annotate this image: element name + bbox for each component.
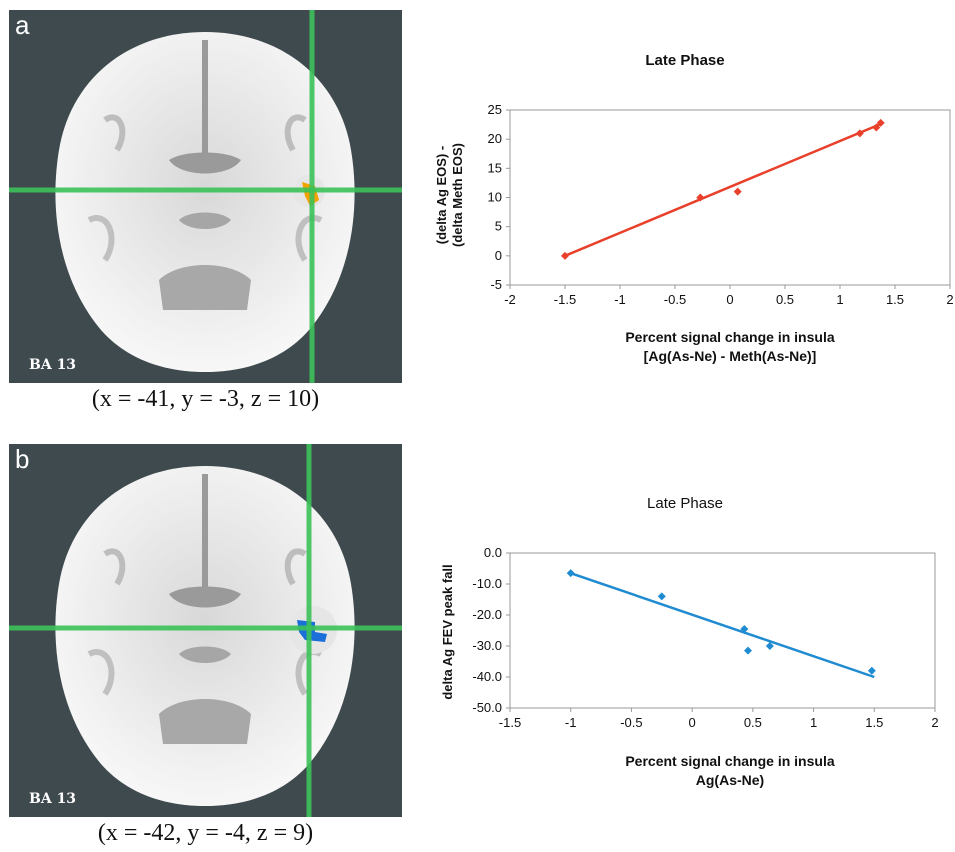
chart-b-data-point [867,666,876,675]
chart-b-xlabel-line1: Percent signal change in insula [625,753,835,769]
chart-a-xtick-label: 1 [836,292,843,307]
chart-a-ytick-label: -5 [490,277,502,292]
region-label-a: BA 13 [29,357,77,373]
chart-a-data-point [855,129,864,138]
chart-b-xtick-label: -1.5 [499,715,521,730]
chart-a-xtick-label: -0.5 [664,292,686,307]
chart-a-ylabel: (delta Ag EOS) - (delta Meth EOS) [434,95,466,295]
chart-a-title: Late Phase [645,52,725,69]
chart-b-ylabel: delta Ag FEV peak fall [440,532,456,732]
chart-b-data-point [740,624,749,633]
chart-b-ylabel-line1: delta Ag FEV peak fall [440,564,455,700]
chart-a-xlabel: Percent signal change in insula [Ag(As-N… [510,328,950,366]
chart-a-xtick-label: -2 [504,292,516,307]
chart-a-plot-frame [509,109,951,286]
chart-b-data-point [566,569,575,578]
chart-b-ytick-label: -50.0 [472,700,502,715]
chart-b-xtick-label: 1 [810,715,817,730]
chart-a-ytick-label: 0 [495,248,502,263]
chart-a-data-point [872,123,881,132]
chart-b-data-point [765,642,774,650]
chart-b-xtick-label: 0 [689,715,696,730]
chart-a-xtick-label: 0 [726,292,733,307]
chart-a-xtick-label: 2 [946,292,953,307]
chart-b-data-point [744,646,752,655]
chart-b-ytick-label: -30.0 [472,638,502,653]
brain-slice-b [9,444,402,817]
chart-a-xtick-label: 1.5 [886,292,904,307]
chart-b-xlabel-line2: Ag(As-Ne) [695,772,765,788]
chart-a-data-point [696,193,705,202]
chart-b-trendline [570,571,875,679]
brain-slice-a [9,10,402,383]
chart-b-xtick-label: 0.5 [744,715,762,730]
chart-b-xtick-label: 1.5 [865,715,883,730]
chart-a-data-point [561,251,569,260]
chart-b-data-point [657,592,666,601]
chart-a-data-point [733,187,742,196]
chart-a-ytick-label: 15 [488,160,502,175]
panel-letter-b: b [15,444,30,474]
chart-b-xtick-label: -0.5 [620,715,642,730]
chart-a-xtick-label: 0.5 [776,292,794,307]
chart-a-ylabel-line1: (delta Ag EOS) - [434,145,449,245]
chart-b-ytick-label: -20.0 [472,607,502,622]
chart-a-ytick-label: 10 [488,190,502,205]
chart-a-ylabel-line2: (delta Meth EOS) [450,143,465,248]
region-label-b: BA 13 [29,791,77,807]
chart-b-xtick-label: 2 [931,715,938,730]
chart-a-ytick-label: 5 [495,219,502,234]
chart-b-plot: 0.0 -10.0 -20.0 -30.0 -40.0 -50.0-1.5 -1 -0.5 0 0… [472,545,938,730]
chart-b: Late Phase 0.0 -10.0 -20.0 -30.0 -40.0 -50.0-… [420,490,950,810]
panel-letter-a: a [15,10,30,40]
chart-a-ytick-label: 25 [488,102,502,117]
chart-b-title: Late Phase [647,495,723,512]
chart-a-trendline [564,122,882,257]
chart-a-plot: -5 0 5 10 15 20 25 -2 -1.5 -1 -0.5 0 0.5 1 1.5 2 [488,102,954,307]
brain-image-b: b BA 13 [9,444,402,817]
coordinates-a: (x = -41, y = -3, z = 10) [91,386,320,412]
chart-b-xlabel: Percent signal change in insula Ag(As-Ne… [510,752,950,790]
chart-b-xtick-label: -1 [565,715,577,730]
chart-a-data-point [876,118,885,127]
chart-a-xtick-label: -1.5 [554,292,576,307]
chart-b-ytick-label: -40.0 [472,669,502,684]
chart-a-xtick-label: -1 [614,292,626,307]
chart-a: Late Phase -5 0 5 10 15 20 25 -2 -1.5 -1 -0.5 0 0.5 1… [420,44,954,384]
chart-a-xlabel-line2: [Ag(As-Ne) - Meth(As-Ne)] [643,348,817,364]
chart-b-plot-frame [509,552,936,709]
chart-a-xlabel-line1: Percent signal change in insula [625,329,835,345]
chart-b-ytick-label: -10.0 [472,576,502,591]
chart-a-ytick-label: 20 [488,131,502,146]
chart-b-ytick-label: 0.0 [484,545,502,560]
brain-image-a: a BA 13 [9,10,402,383]
coordinates-b: (x = -42, y = -4, z = 9) [97,820,314,846]
